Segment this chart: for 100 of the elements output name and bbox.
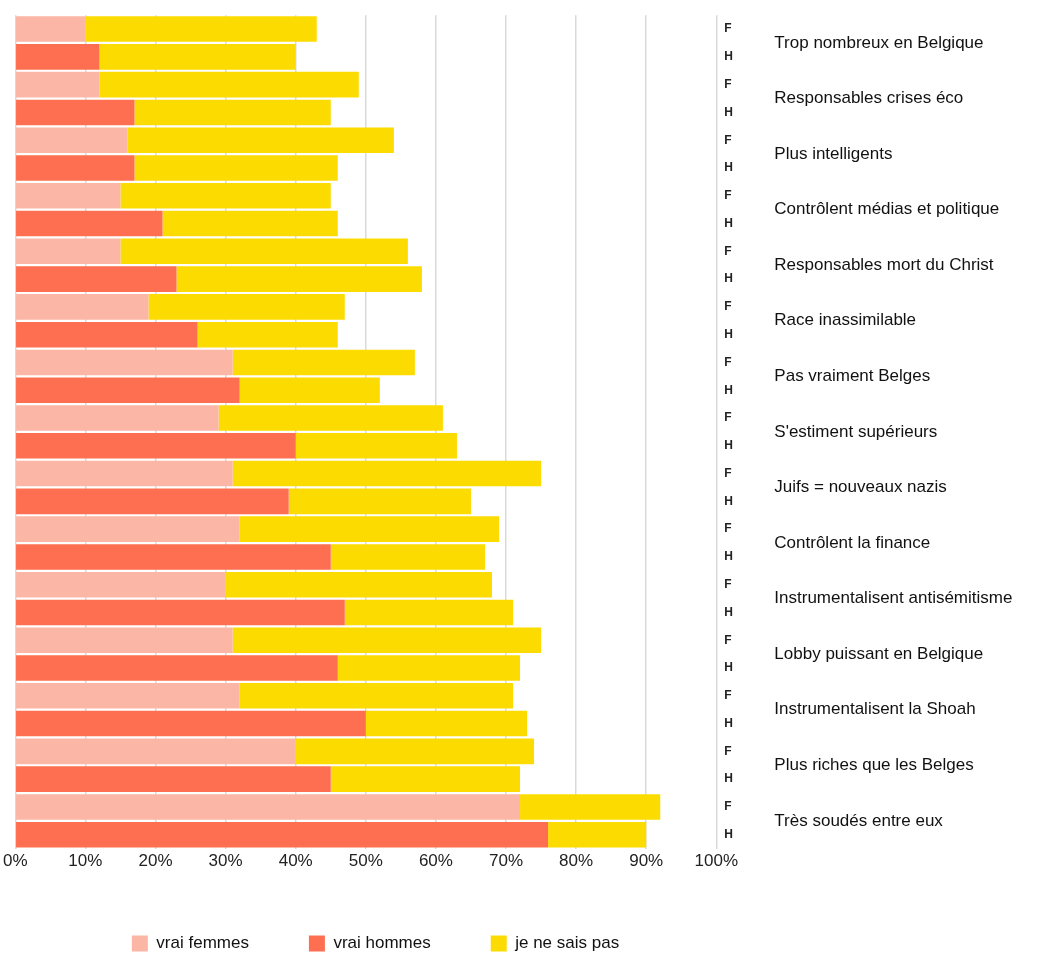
y2-tick-label: S'estiment supérieurs <box>774 421 938 441</box>
bar <box>16 321 198 348</box>
bar <box>16 377 240 404</box>
bar <box>16 71 100 98</box>
bar <box>225 571 492 598</box>
bar <box>295 738 535 765</box>
bar <box>16 488 289 515</box>
y-tick-label: F <box>724 76 732 91</box>
y2-tick-label: Responsables mort du Christ <box>774 254 994 274</box>
bar <box>16 683 240 709</box>
x-tick-label: 50% <box>348 851 383 871</box>
x-tick-label: 0% <box>3 851 28 871</box>
y-tick-label: F <box>724 743 732 758</box>
y-tick-label: H <box>724 160 734 175</box>
y-tick-label: F <box>724 799 732 814</box>
bar <box>16 460 233 487</box>
y-tick-label: H <box>724 104 734 119</box>
bar <box>16 599 345 626</box>
bar <box>232 627 542 654</box>
bar <box>16 655 338 681</box>
bar <box>16 294 149 320</box>
bar <box>134 155 338 181</box>
bar <box>16 99 135 126</box>
x-tick-label: 90% <box>629 851 664 871</box>
bar <box>127 127 394 153</box>
x-tick-label: 10% <box>68 851 103 871</box>
y2-tick-label: Contrôlent médias et politique <box>774 199 1000 219</box>
bar <box>16 238 121 265</box>
y-tick-label: H <box>724 827 734 842</box>
y-tick-label: F <box>724 188 732 203</box>
y-tick-label: H <box>724 215 734 230</box>
y-tick-label: F <box>724 243 732 258</box>
bar <box>16 821 549 848</box>
y-tick-label: H <box>724 715 734 730</box>
bar <box>162 210 338 237</box>
y-tick-label: H <box>724 660 734 675</box>
bar <box>239 683 514 709</box>
legend-label: je ne sais pas <box>514 933 620 953</box>
bar <box>16 571 226 598</box>
bar <box>85 16 317 42</box>
bar <box>16 44 100 70</box>
bar <box>99 44 296 70</box>
y-tick-label: F <box>724 354 732 369</box>
y2-tick-label: Race inassimilable <box>774 310 917 330</box>
y2-tick-label: Responsables crises éco <box>774 88 964 108</box>
bar <box>288 488 471 515</box>
y-tick-label: H <box>724 326 734 341</box>
bar <box>520 794 661 820</box>
bar <box>16 16 86 42</box>
bar <box>134 99 331 126</box>
y-tick-label: F <box>724 632 732 647</box>
y2-tick-label: Plus riches que les Belges <box>774 754 974 774</box>
bar <box>16 182 121 209</box>
x-tick-label: 20% <box>138 851 173 871</box>
x-tick-label: 100% <box>694 851 739 871</box>
x-tick-label: 80% <box>559 851 594 871</box>
y-tick-label: F <box>724 299 732 314</box>
bar <box>295 433 457 459</box>
y2-tick-label: Trop nombreux en Belgique <box>774 32 984 52</box>
y2-tick-label: Plus intelligents <box>774 143 893 163</box>
y-tick-label: F <box>724 465 732 480</box>
legend-label: vrai femmes <box>156 933 249 953</box>
bar <box>120 238 408 265</box>
bar <box>232 349 415 376</box>
bar <box>239 516 500 542</box>
legend-label: vrai hommes <box>333 933 431 953</box>
y-tick-label: F <box>724 688 732 703</box>
bar <box>16 766 331 792</box>
bar <box>16 710 366 737</box>
bar <box>239 377 380 404</box>
bar <box>16 433 296 459</box>
bar <box>16 794 521 820</box>
bar <box>120 182 331 209</box>
bar <box>337 655 521 681</box>
bar <box>344 599 514 626</box>
bar <box>16 405 219 431</box>
bar <box>16 155 135 181</box>
bar <box>16 127 128 153</box>
y-tick-label: F <box>724 410 732 425</box>
y2-tick-label: Juifs = nouveaux nazis <box>774 477 947 497</box>
y-tick-label: H <box>724 493 734 508</box>
y-tick-label: H <box>724 604 734 619</box>
y2-tick-label: Pas vraiment Belges <box>774 366 931 386</box>
bar <box>365 710 528 737</box>
bar <box>16 266 177 292</box>
y-tick-label: H <box>724 549 734 564</box>
bar <box>330 766 521 792</box>
bar <box>148 294 345 320</box>
bar <box>16 544 331 570</box>
bar <box>16 627 233 654</box>
y-tick-label: H <box>724 438 734 453</box>
bar <box>16 738 296 765</box>
y-tick-label: H <box>724 382 734 397</box>
y-tick-label: F <box>724 577 732 591</box>
y2-tick-label: Instrumentalisent antisémitisme <box>774 588 1013 608</box>
bar <box>16 516 240 542</box>
bar <box>197 321 338 348</box>
y-tick-label: H <box>724 271 734 286</box>
bar <box>16 349 233 376</box>
x-tick-label: 70% <box>489 851 524 871</box>
